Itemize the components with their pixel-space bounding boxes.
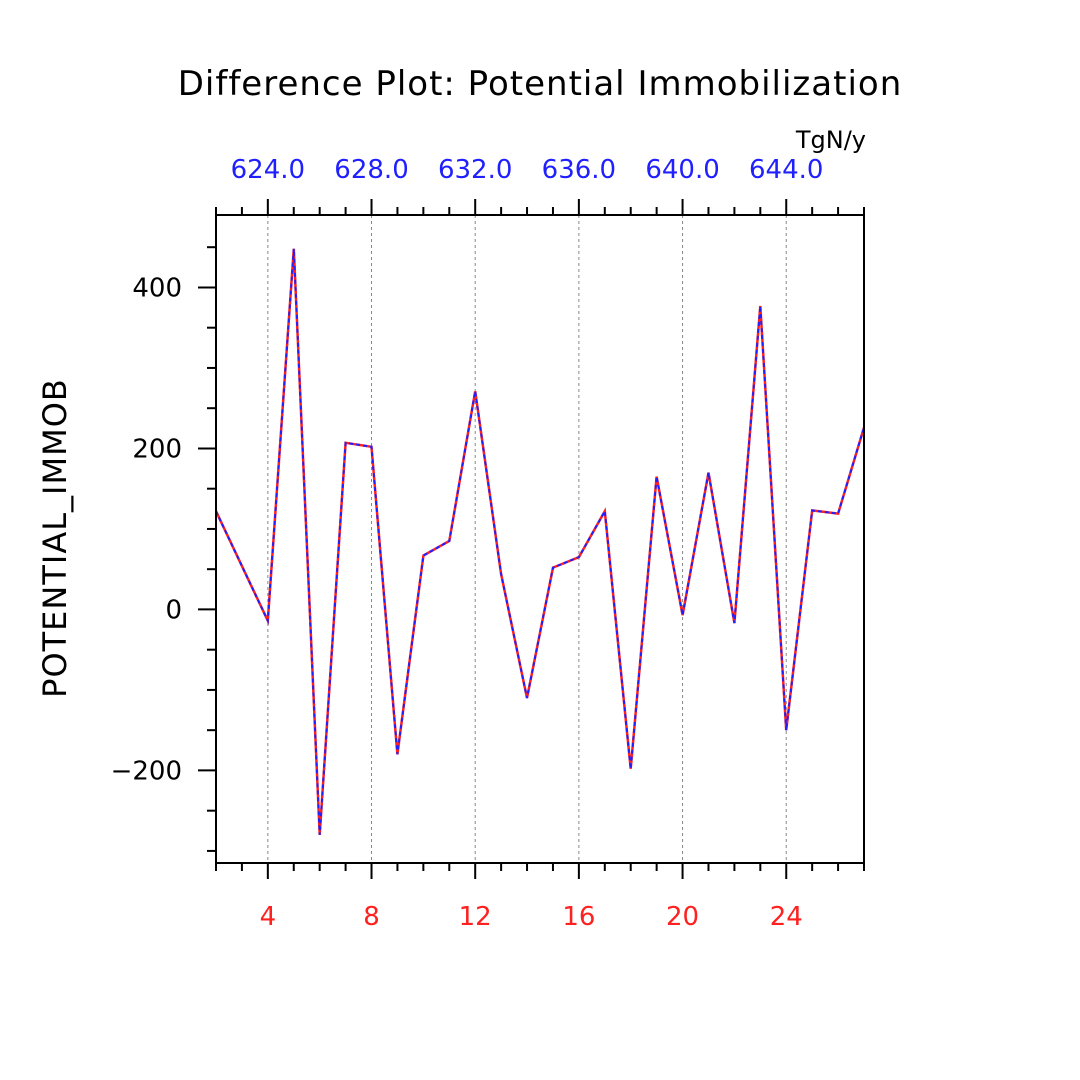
y-axis-label: POTENTIAL_IMMOB (36, 378, 74, 698)
tick-labels: 4 8 12 16 20 24 624.0 628.0 632.0 636.0 640.0 644.0… (111, 155, 824, 932)
axis-ticks (198, 199, 865, 879)
top-tick-label: 640.0 (645, 155, 719, 185)
top-tick-label: 624.0 (231, 155, 305, 185)
x-tick-label: 4 (260, 902, 277, 932)
y-tick-label: 0 (165, 595, 182, 625)
grid-lines (267, 215, 787, 863)
top-tick-label: 636.0 (542, 155, 616, 185)
y-tick-label: 400 (132, 273, 182, 303)
y-tick-label: −200 (111, 756, 182, 786)
series-line-1 (214, 248, 866, 835)
top-tick-label: 628.0 (334, 155, 408, 185)
x-tick-label: 8 (363, 902, 380, 932)
chart-title: Difference Plot: Potential Immobilizatio… (178, 64, 903, 104)
top-axis-unit: TgN/y (795, 126, 866, 154)
series-line-2 (215, 248, 865, 835)
x-tick-label: 24 (770, 902, 803, 932)
x-tick-label: 16 (562, 902, 595, 932)
top-tick-label: 632.0 (438, 155, 512, 185)
series-lines (214, 248, 866, 835)
plot-frame (215, 214, 865, 864)
x-tick-label: 12 (459, 902, 492, 932)
y-tick-label: 200 (132, 434, 182, 464)
top-tick-label: 644.0 (749, 155, 823, 185)
x-tick-label: 20 (666, 902, 699, 932)
